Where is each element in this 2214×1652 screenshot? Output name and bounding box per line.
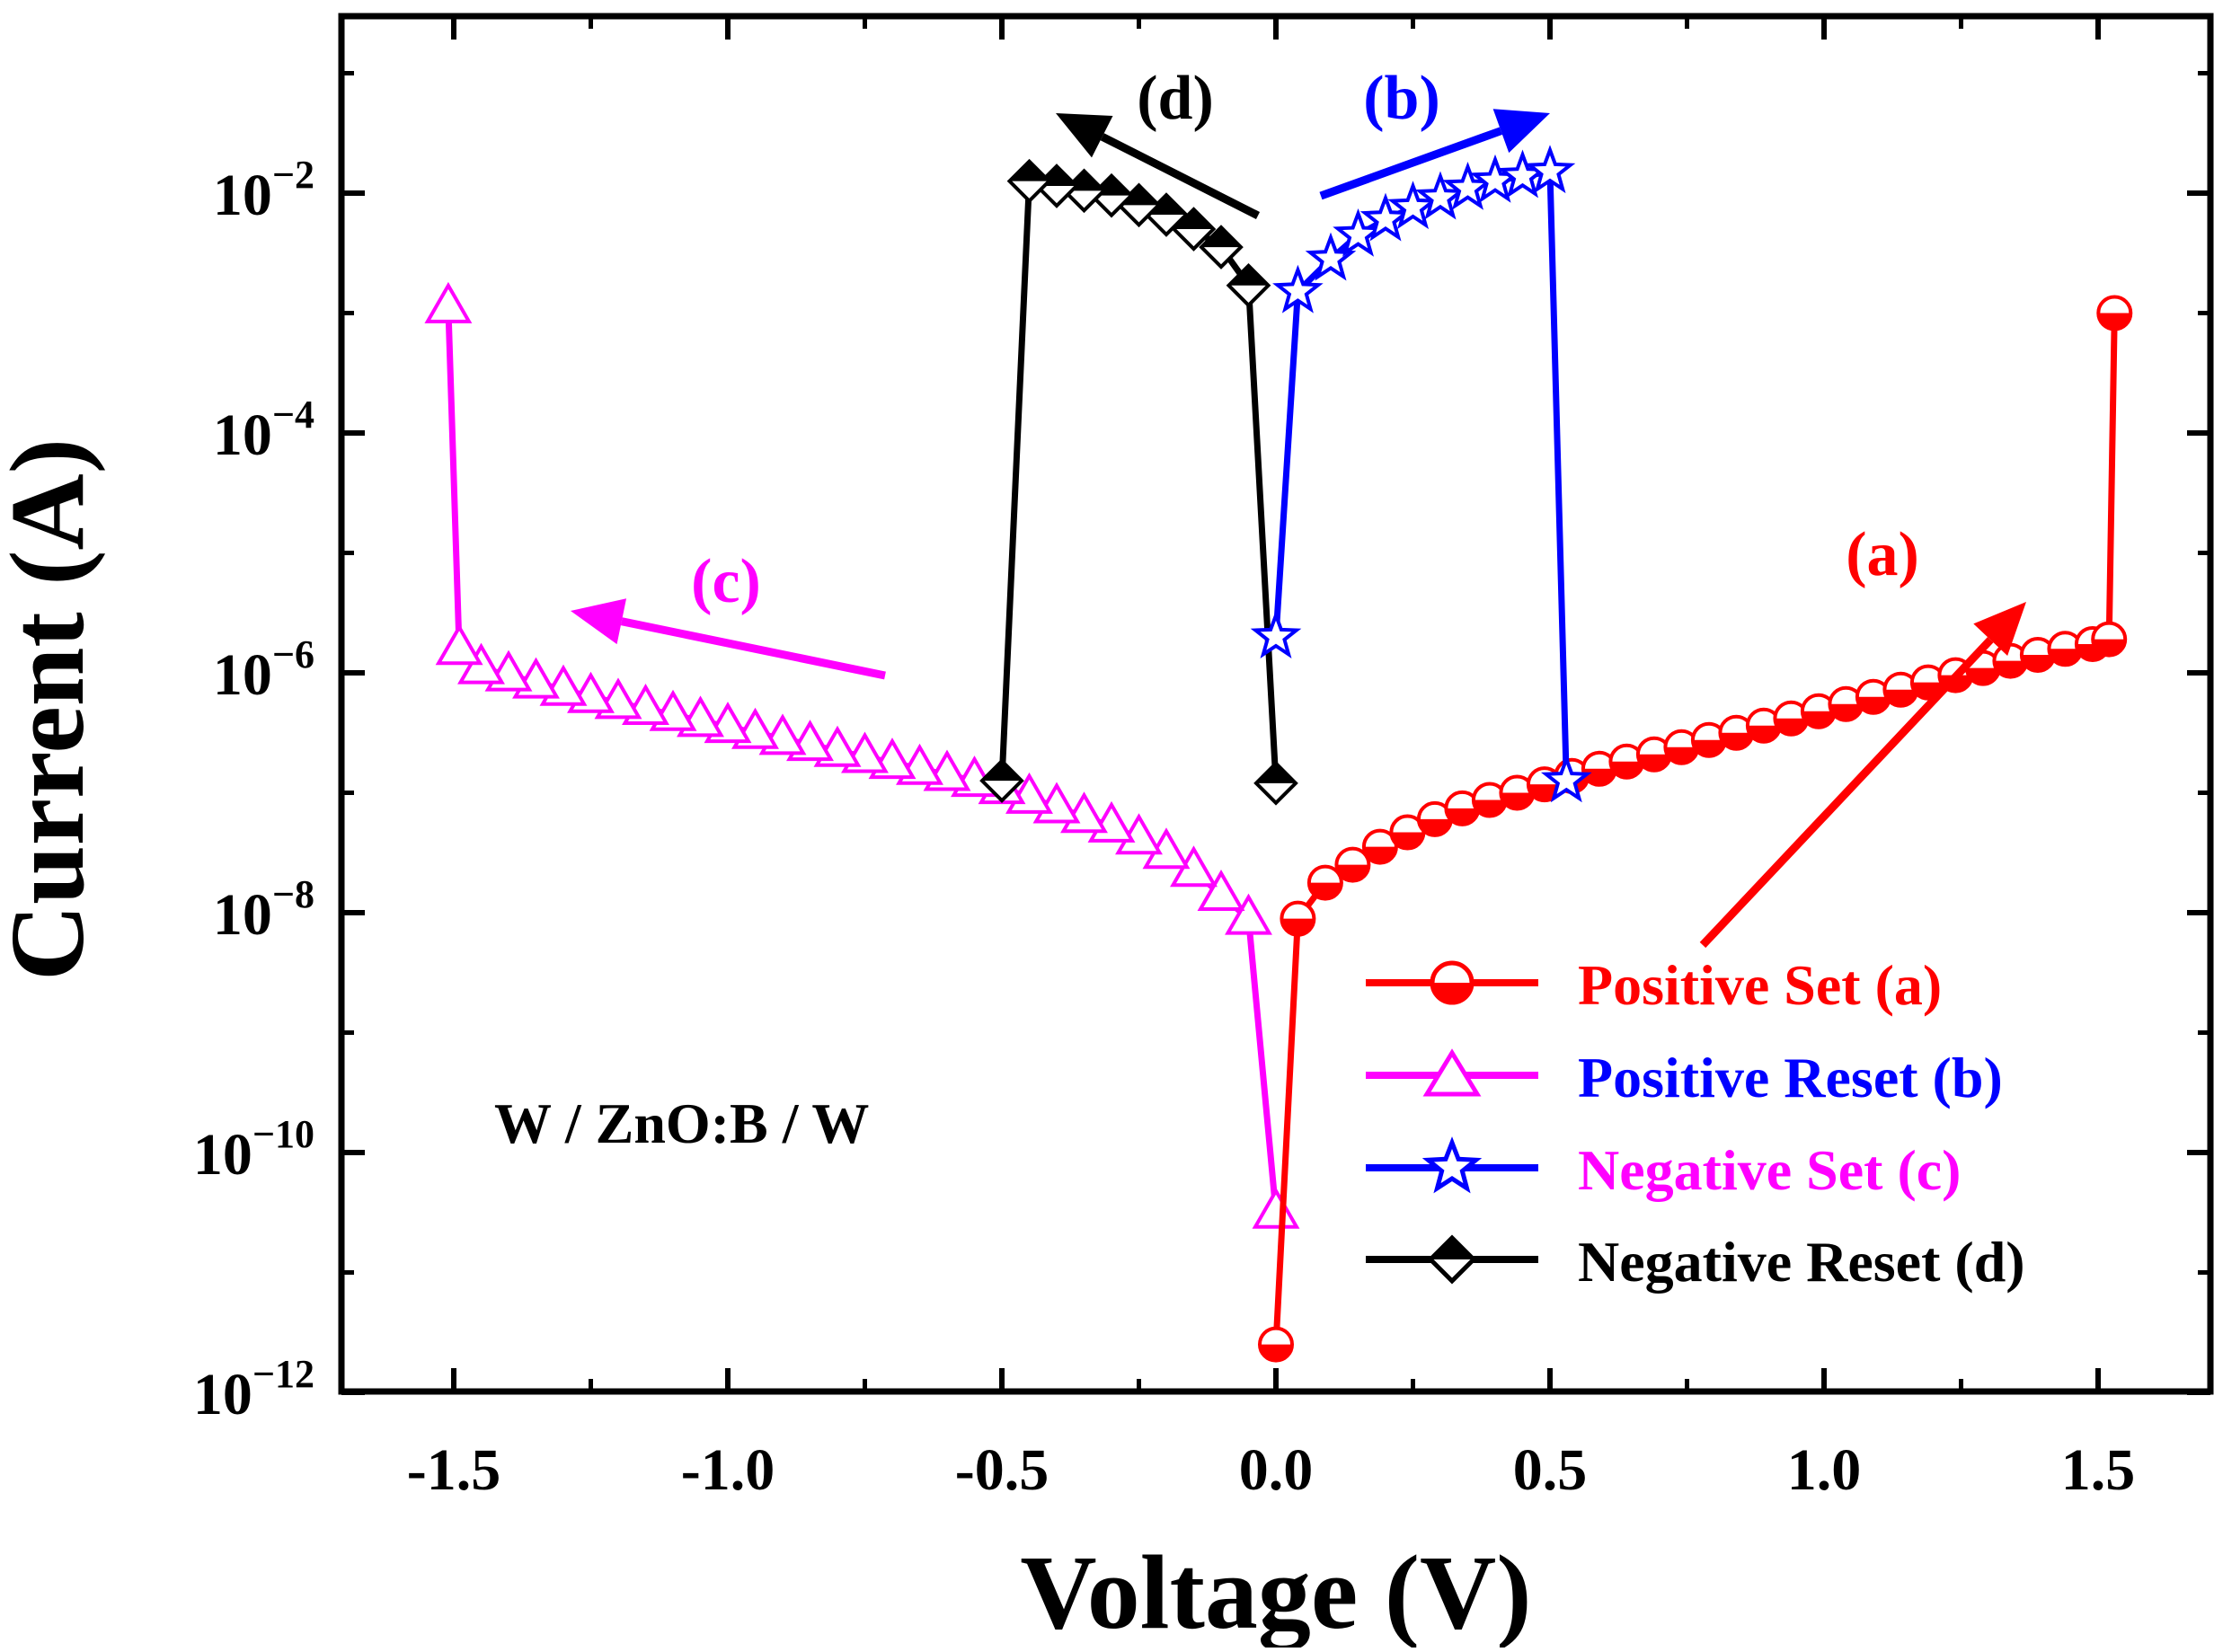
data-point: [1389, 814, 1426, 851]
series-line: [998, 178, 1280, 783]
data-point: [1635, 736, 1672, 773]
direction-arrow-a: (a): [1699, 520, 2026, 949]
data-point: [2091, 621, 2128, 658]
y-tick-label: 10−6: [213, 632, 314, 708]
data-point: [1280, 900, 1316, 937]
device-annotation: W / ZnO:B / W: [494, 1091, 869, 1155]
data-point: [1414, 171, 1466, 220]
legend-label-positive-reset: Positive Reset (b): [1578, 1046, 2003, 1109]
data-point: [1225, 893, 1272, 935]
arrow-label: (c): [691, 547, 761, 616]
legend-label-positive-set: Positive Set (a): [1578, 953, 1942, 1017]
series-line: [1272, 168, 1570, 782]
data-point: [1540, 754, 1592, 803]
data-point: [1524, 145, 1576, 194]
legend: Positive Set (a) Positive Reset (b) Nega…: [1366, 953, 2025, 1294]
data-point: [1306, 864, 1343, 901]
data-point: [1006, 158, 1052, 204]
arrow-shaft: [1100, 133, 1261, 220]
arrow-shaft: [1699, 637, 1994, 949]
x-tick-label: -1.0: [681, 1437, 775, 1503]
direction-arrow-b: (b): [1319, 64, 1550, 200]
direction-arrow-d: (d): [1056, 64, 1261, 220]
data-point: [1773, 700, 1810, 737]
data-point: [1250, 610, 1302, 659]
arrow-label: (a): [1846, 520, 1919, 589]
y-tick-label: 10−10: [193, 1112, 314, 1188]
legend-label-negative-set: Negative Set (c): [1578, 1138, 1961, 1202]
data-point: [1359, 192, 1412, 242]
arrow-shaft: [620, 617, 886, 680]
data-point: [1253, 760, 1298, 806]
data-point: [1252, 1187, 1300, 1229]
data-point: [1663, 729, 1700, 765]
arrow-head: [1973, 602, 2026, 657]
arrow-label: (d): [1137, 64, 1214, 133]
data-point: [979, 758, 1024, 803]
arrow-head: [1492, 109, 1550, 154]
data-point: [1992, 642, 2029, 679]
y-tick-label: 10−12: [193, 1352, 314, 1427]
y-tick-label: 10−2: [213, 153, 314, 228]
y-axis-label: Current (A): [0, 438, 106, 981]
data-point: [1361, 828, 1398, 865]
arrow-label: (b): [1363, 64, 1440, 133]
data-point: [1258, 1326, 1294, 1363]
data-point: [1882, 671, 1919, 708]
data-point: [1855, 678, 1891, 715]
legend-marker-positive-reset: [1422, 1048, 1482, 1097]
data-point: [1226, 262, 1271, 308]
direction-arrow-c: (c): [571, 547, 886, 680]
data-point: [1800, 693, 1837, 729]
arrow-head: [1056, 113, 1113, 158]
arrow-head: [571, 598, 627, 645]
data-point: [1416, 800, 1453, 837]
data-point: [424, 281, 473, 323]
y-tick-label: 10−4: [213, 393, 314, 468]
legend-marker-negative-set: [1421, 1136, 1483, 1194]
data-point: [1718, 714, 1755, 751]
x-tick-label: -1.5: [407, 1437, 500, 1503]
series-negative-set-c: [1250, 145, 1592, 803]
data-point: [1471, 782, 1508, 818]
data-point: [1334, 846, 1371, 883]
data-point: [1272, 264, 1324, 314]
y-tick-label: 10−8: [213, 872, 314, 948]
data-point: [1828, 685, 1864, 722]
data-point: [2096, 295, 2133, 331]
x-tick-label: -0.5: [955, 1437, 1049, 1503]
legend-label-negative-reset: Negative Reset (d): [1578, 1230, 2025, 1294]
data-point: [1199, 225, 1244, 269]
data-point: [1387, 181, 1439, 230]
series-negative-reset-d: [979, 158, 1298, 806]
x-tick-label: 1.0: [1787, 1437, 1862, 1503]
arrow-shaft: [1319, 127, 1502, 200]
data-point: [435, 623, 483, 666]
series-positive-reset-b: [424, 281, 1300, 1229]
data-point: [1197, 869, 1245, 911]
x-tick-label: 1.5: [2061, 1437, 2136, 1503]
x-tick-label: 0.0: [1239, 1437, 1314, 1503]
data-point: [2019, 636, 2056, 673]
x-tick-label: 0.5: [1513, 1437, 1588, 1503]
x-axis-label: Voltage (V): [1020, 1533, 1531, 1648]
data-point: [1608, 743, 1645, 780]
